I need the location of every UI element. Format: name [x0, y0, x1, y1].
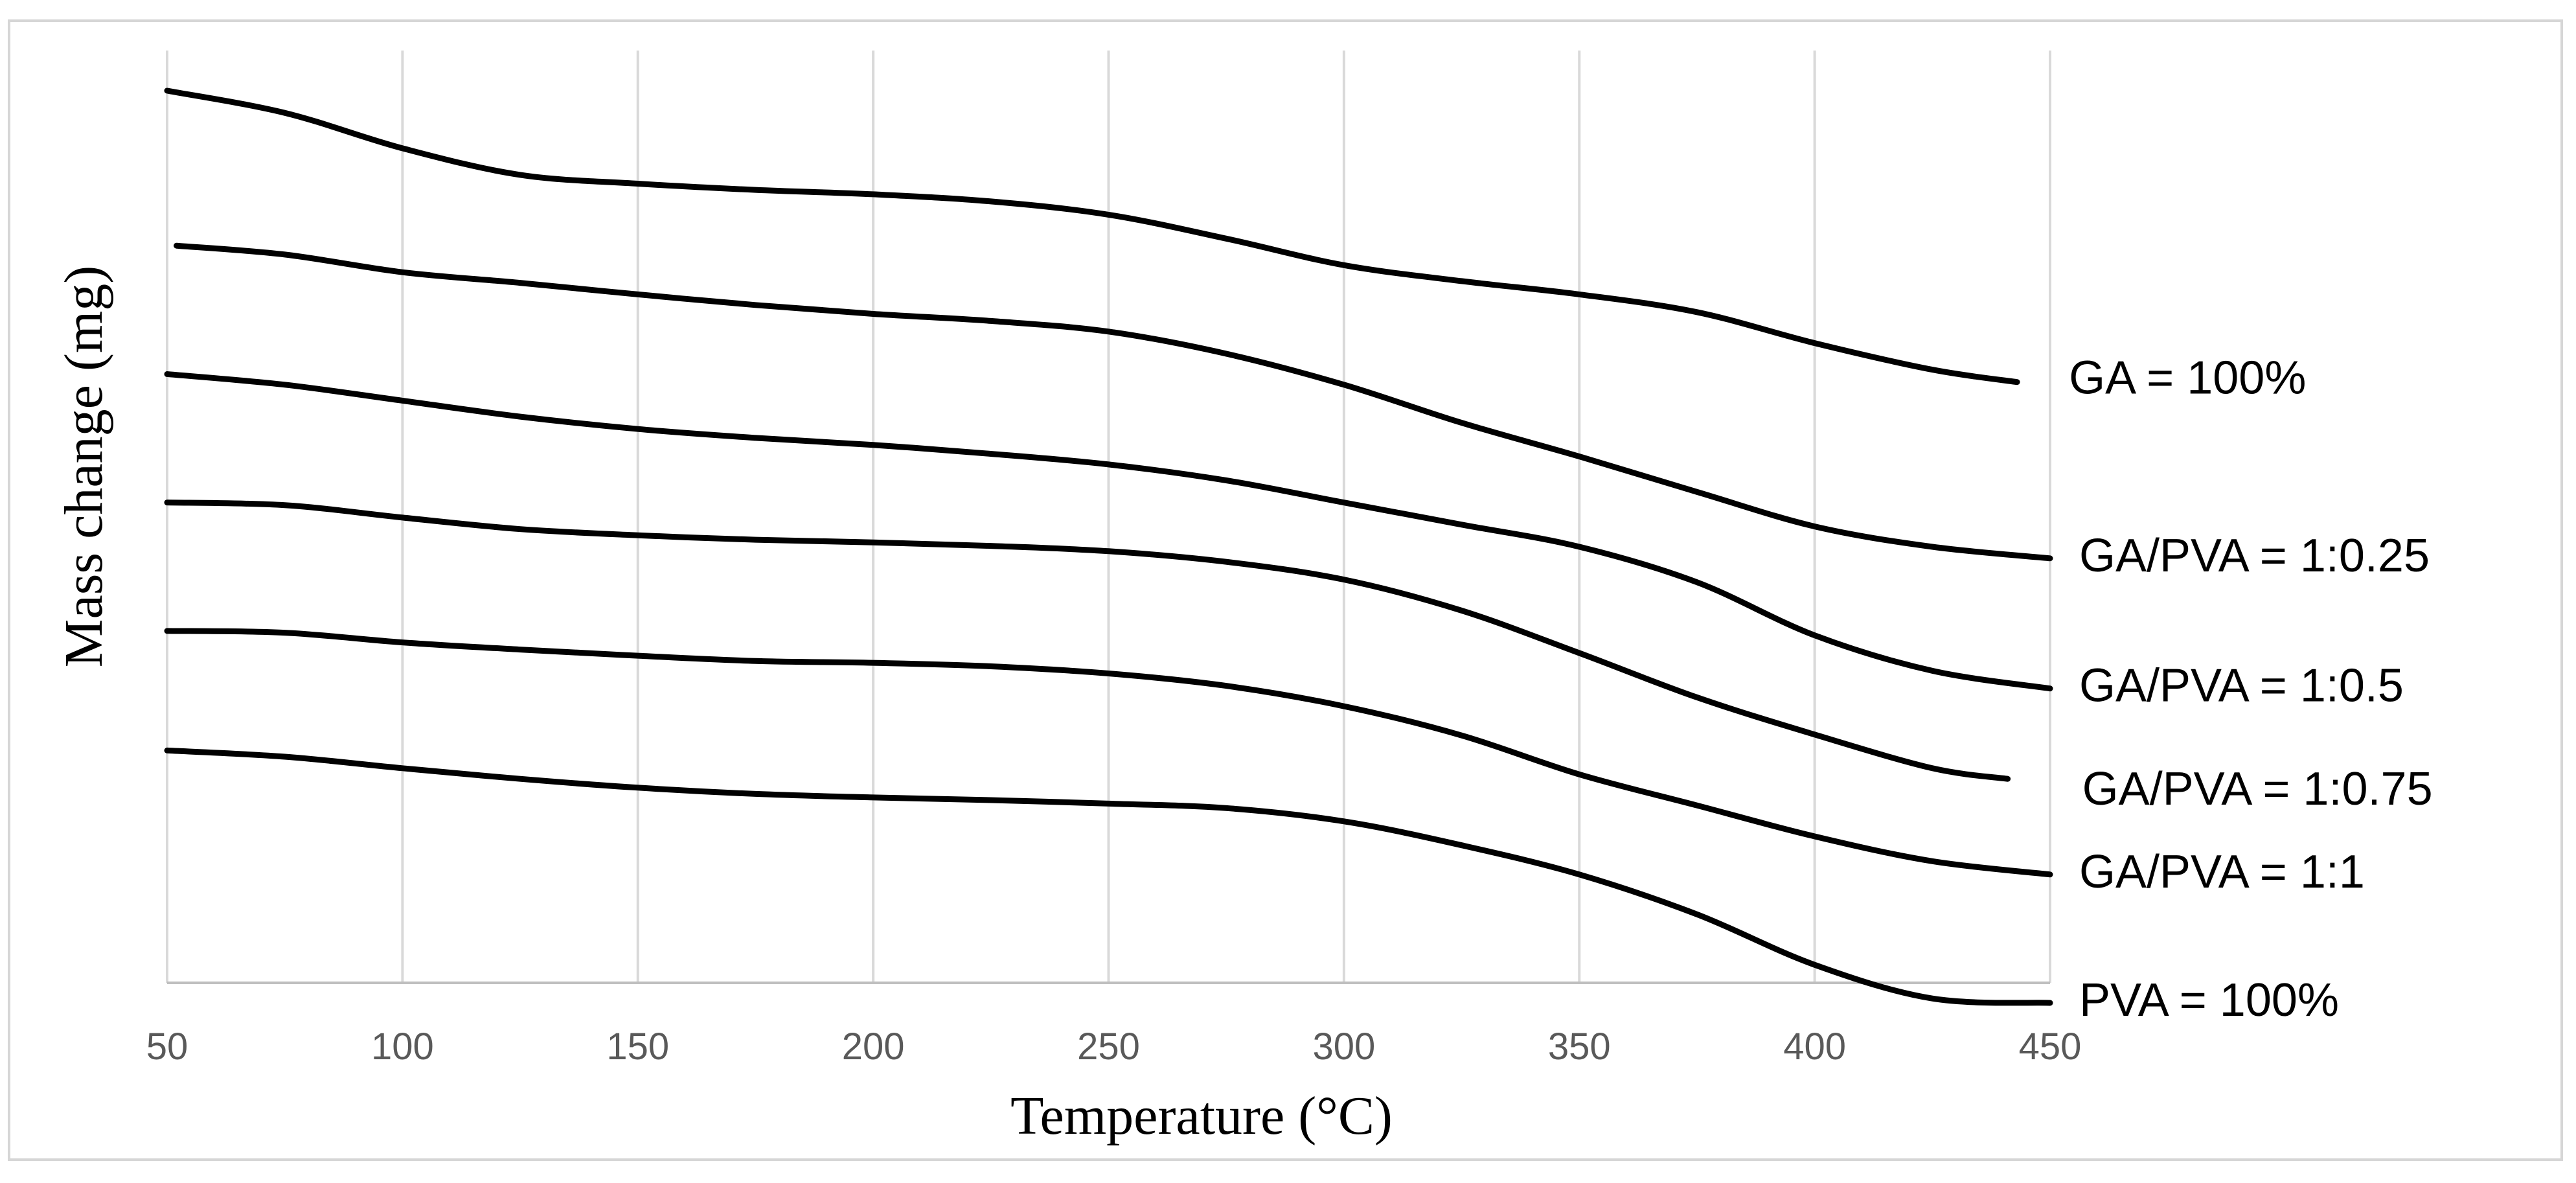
series-labels: GA = 100% GA/PVA = 1:0.25 GA/PVA = 1:0.5 GA… — [2069, 352, 2433, 1026]
x-tick-label-150: 150 — [606, 1026, 669, 1068]
x-tick-label-450: 450 — [2019, 1026, 2082, 1068]
x-tick-label-200: 200 — [842, 1026, 905, 1068]
x-tick-labels: 50 100 150 200 250 300 350 400 450 — [146, 1026, 2082, 1068]
series-line-ga-pva-1-0-5 — [164, 371, 2053, 692]
x-tick-label-250: 250 — [1077, 1026, 1140, 1068]
x-tick-label-400: 400 — [1783, 1026, 1846, 1068]
x-tick-label-350: 350 — [1548, 1026, 1611, 1068]
y-axis-title: Mass change (mg) — [54, 266, 114, 667]
series-line-ga-pva-1-0-25 — [174, 242, 2053, 562]
chart-frame — [8, 19, 2563, 1161]
x-tick-label-300: 300 — [1312, 1026, 1375, 1068]
series-line-ga-pva-1-0-75 — [164, 500, 2011, 782]
series-line-ga-pva-1-1 — [164, 628, 2053, 878]
x-tick-label-100: 100 — [371, 1026, 434, 1068]
series-label-pva-100: PVA = 100% — [2079, 974, 2339, 1026]
series-line-ga-100 — [164, 87, 2020, 385]
series-label-ga-pva-1-0-25: GA/PVA = 1:0.25 — [2079, 530, 2430, 582]
series-lines — [164, 87, 2053, 1006]
x-tick-label-50: 50 — [146, 1026, 188, 1068]
series-label-ga-pva-1-0-5: GA/PVA = 1:0.5 — [2079, 660, 2404, 712]
series-label-ga-pva-1-1: GA/PVA = 1:1 — [2079, 846, 2365, 898]
series-line-pva-100 — [164, 747, 2053, 1006]
x-axis-title: Temperature (°C) — [1010, 1086, 1393, 1146]
series-label-ga-100: GA = 100% — [2069, 352, 2306, 404]
series-label-ga-pva-1-0-75: GA/PVA = 1:0.75 — [2082, 763, 2433, 815]
gridlines — [166, 51, 2051, 983]
